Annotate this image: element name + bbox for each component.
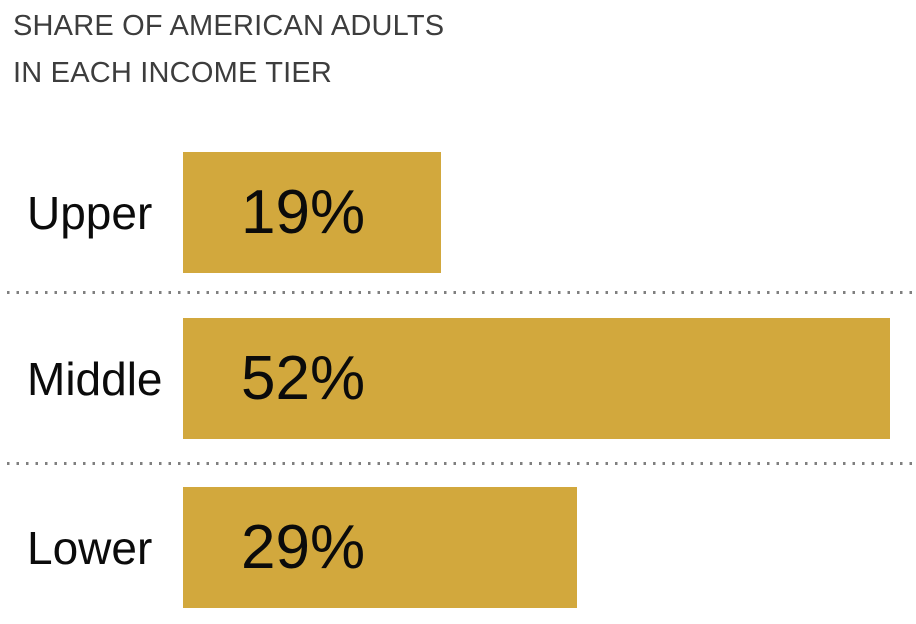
bar-label: Upper [27, 186, 153, 239]
bar-value: 19% [241, 178, 366, 247]
chart-row: Middle 52% [0, 318, 916, 439]
bar: 19% [183, 152, 441, 273]
bar-value: 52% [241, 344, 366, 413]
bar-value: 29% [241, 513, 366, 582]
chart-title-line-2: IN EACH INCOME TIER [13, 57, 333, 89]
bar-label: Middle [27, 352, 163, 405]
dotted-separator [0, 462, 916, 465]
chart-title: SHARE OF AMERICAN ADULTS IN EACH INCOME … [13, 3, 444, 97]
bar: 52% [183, 318, 890, 439]
chart-title-line-1: SHARE OF AMERICAN ADULTS [13, 10, 445, 42]
chart-row: Upper 19% [0, 152, 916, 273]
bar-label: Lower [27, 521, 153, 574]
chart-row: Lower 29% [0, 487, 916, 608]
dotted-separator [0, 291, 916, 294]
bar: 29% [183, 487, 577, 608]
